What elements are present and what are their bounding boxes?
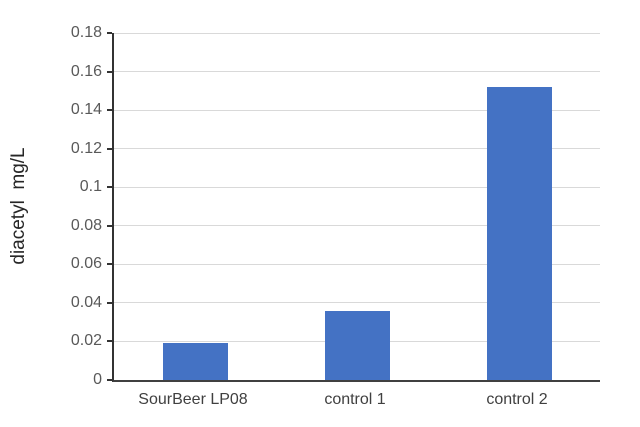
y-tick-label: 0.04 bbox=[70, 293, 102, 311]
y-axis-title: diacetyl mg/L bbox=[8, 147, 29, 265]
y-tick-mark bbox=[107, 32, 112, 34]
gridline bbox=[114, 302, 600, 304]
bar-control-1 bbox=[324, 310, 390, 380]
y-tick-label: 0.1 bbox=[79, 178, 102, 196]
y-tick-mark bbox=[107, 263, 112, 266]
gridline bbox=[114, 32, 600, 34]
y-tick-label: 0.12 bbox=[70, 139, 102, 157]
gridline bbox=[114, 109, 600, 111]
y-tick-label: 0.18 bbox=[70, 24, 102, 41]
y-tick-label: 0.14 bbox=[70, 101, 102, 119]
x-category-label: SourBeer LP08 bbox=[138, 391, 248, 408]
y-tick-label: 0 bbox=[93, 371, 102, 388]
bar-control-2 bbox=[486, 86, 552, 380]
gridline bbox=[114, 263, 600, 265]
plot-area bbox=[112, 32, 600, 382]
x-category-label: control 1 bbox=[324, 391, 386, 408]
y-tick-label: 0.16 bbox=[70, 62, 102, 80]
y-tick-mark bbox=[107, 147, 112, 150]
gridline bbox=[114, 225, 600, 227]
y-tick-mark bbox=[107, 340, 112, 343]
y-tick-label: 0.08 bbox=[70, 216, 102, 234]
y-tick-mark bbox=[107, 379, 112, 381]
y-tick-label: 0.06 bbox=[70, 255, 102, 273]
gridline bbox=[114, 71, 600, 73]
bar-sourbeer-lp08 bbox=[162, 343, 228, 380]
x-category-label: control 2 bbox=[486, 391, 548, 408]
y-tick-mark bbox=[107, 301, 112, 304]
y-tick-mark bbox=[107, 70, 112, 73]
y-tick-mark bbox=[107, 109, 112, 112]
gridline bbox=[114, 148, 600, 150]
gridline bbox=[114, 186, 600, 188]
y-tick-mark bbox=[107, 224, 112, 227]
y-tick-label: 0.02 bbox=[70, 332, 102, 350]
y-tick-mark bbox=[107, 186, 112, 189]
